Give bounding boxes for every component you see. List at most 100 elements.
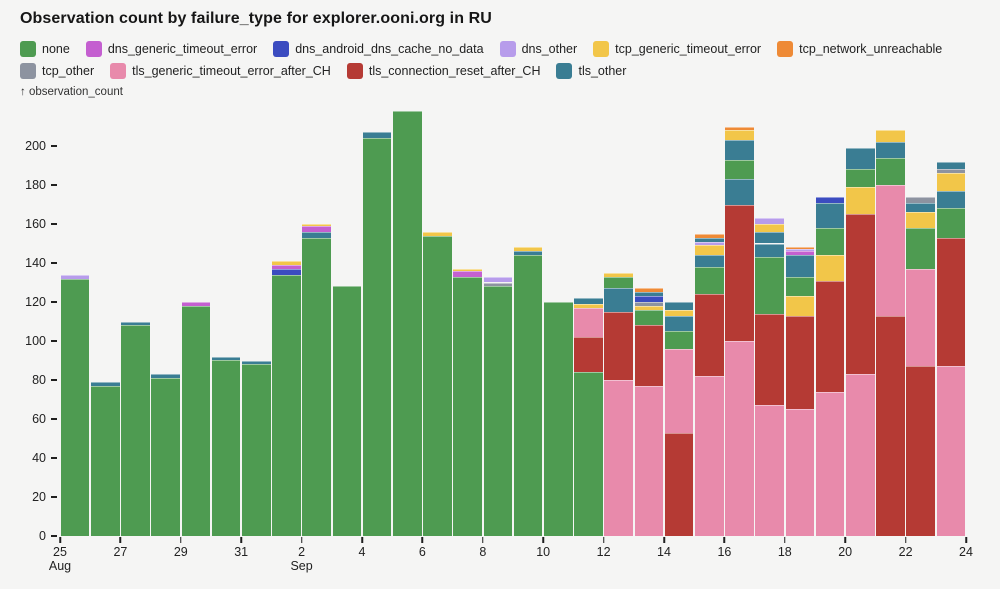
bar-segment-tls_other[interactable] [91,381,120,386]
bar-segment-tls_other[interactable] [513,251,543,256]
bar-segment-tls_other[interactable] [785,255,815,277]
bar-segment-tls_connection_reset_after_CH[interactable] [634,325,664,386]
bar-segment-tls_other[interactable] [634,292,664,297]
bar-segment-tls_generic_timeout_error_after_CH[interactable] [604,380,633,536]
bar-aug-25[interactable] [60,274,90,536]
bar-segment-none[interactable] [906,227,935,269]
bar-sep-4[interactable] [362,132,392,536]
bar-segment-dns_other[interactable] [60,274,90,279]
bar-segment-tls_generic_timeout_error_after_CH[interactable] [846,374,875,536]
bar-segment-tls_other[interactable] [695,237,724,242]
bar-segment-tls_other[interactable] [362,132,392,139]
bar-sep-13[interactable] [634,288,664,536]
bar-segment-tcp_generic_timeout_error[interactable] [695,245,724,256]
bar-segment-tls_other[interactable] [725,140,754,160]
bar-segment-tls_other[interactable] [755,243,784,258]
bar-segment-none[interactable] [846,169,875,187]
bar-segment-none[interactable] [302,237,331,536]
bar-sep-7[interactable] [453,268,482,536]
bar-segment-tls_connection_reset_after_CH[interactable] [695,294,724,377]
bar-segment-tls_other[interactable] [664,302,694,310]
bar-segment-none[interactable] [242,364,271,536]
bar-segment-tls_connection_reset_after_CH[interactable] [876,315,905,536]
bar-segment-dns_other[interactable] [483,276,513,283]
bar-segment-none[interactable] [151,378,180,536]
bar-segment-tls_connection_reset_after_CH[interactable] [755,313,784,406]
bar-segment-tcp_generic_timeout_error[interactable] [785,296,815,316]
bar-segment-none[interactable] [815,227,845,256]
bar-segment-none[interactable] [664,331,694,349]
bar-segment-none[interactable] [362,138,392,536]
bar-segment-tcp_network_unreachable[interactable] [634,288,664,293]
bar-segment-tcp_network_unreachable[interactable] [785,247,815,250]
bar-segment-none[interactable] [121,325,150,536]
bar-segment-dns_android_dns_cache_no_data[interactable] [272,268,301,275]
bar-segment-tcp_generic_timeout_error[interactable] [272,261,301,265]
bar-segment-tls_generic_timeout_error_after_CH[interactable] [755,405,784,536]
bar-segment-tcp_generic_timeout_error[interactable] [423,231,452,236]
bar-segment-none[interactable] [634,309,664,326]
bar-segment-tls_connection_reset_after_CH[interactable] [815,280,845,392]
bar-segment-tcp_generic_timeout_error[interactable] [453,268,482,271]
bar-segment-tls_generic_timeout_error_after_CH[interactable] [574,307,603,338]
bar-segment-tls_other[interactable] [121,321,150,326]
bar-segment-tls_other[interactable] [664,315,694,332]
bar-segment-tcp_other[interactable] [483,282,513,287]
bar-sep-18[interactable] [785,247,815,536]
bar-segment-tls_other[interactable] [846,147,875,170]
bar-segment-none[interactable] [272,274,301,536]
bar-segment-tls_connection_reset_after_CH[interactable] [574,337,603,373]
bar-segment-tcp_generic_timeout_error[interactable] [664,309,694,316]
bar-sep-21[interactable] [876,130,905,536]
bar-aug-29[interactable] [181,302,211,536]
bar-segment-dns_generic_timeout_error[interactable] [272,264,301,269]
bar-segment-none[interactable] [513,255,543,536]
bar-segment-tls_connection_reset_after_CH[interactable] [604,311,633,380]
bar-segment-none[interactable] [332,286,362,536]
bar-sep-10[interactable] [544,302,573,536]
bar-segment-none[interactable] [725,159,754,180]
bar-segment-none[interactable] [755,257,784,314]
bar-segment-dns_android_dns_cache_no_data[interactable] [634,296,664,302]
bar-segment-tls_other[interactable] [695,255,724,267]
bar-segment-tls_other[interactable] [906,202,935,213]
bar-segment-tls_generic_timeout_error_after_CH[interactable] [725,341,754,536]
bar-segment-tls_other[interactable] [211,356,241,361]
bar-segment-tcp_generic_timeout_error[interactable] [604,272,633,277]
bar-sep-8[interactable] [483,276,513,536]
bar-segment-none[interactable] [181,305,211,536]
bar-segment-tcp_generic_timeout_error[interactable] [634,305,664,310]
bar-segment-none[interactable] [211,360,241,536]
bar-sep-23[interactable] [936,161,966,536]
bar-segment-tls_other[interactable] [755,231,784,244]
bar-sep-14[interactable] [664,302,694,536]
bar-segment-dns_android_dns_cache_no_data[interactable] [815,196,845,203]
bar-segment-none[interactable] [423,235,452,536]
bar-segment-tcp_other[interactable] [906,196,935,203]
bar-sep-11[interactable] [574,298,603,536]
bar-segment-tls_generic_timeout_error_after_CH[interactable] [815,391,845,536]
bar-segment-tcp_network_unreachable[interactable] [725,126,754,131]
bar-segment-tls_connection_reset_after_CH[interactable] [785,315,815,410]
bar-segment-tls_other[interactable] [936,161,966,170]
bar-segment-dns_other[interactable] [695,241,724,246]
bar-segment-dns_generic_timeout_error[interactable] [302,225,331,232]
bar-segment-tcp_network_unreachable[interactable] [695,233,724,238]
bar-segment-tls_generic_timeout_error_after_CH[interactable] [695,376,724,536]
bar-segment-tls_generic_timeout_error_after_CH[interactable] [785,409,815,536]
bar-segment-none[interactable] [453,276,482,536]
bar-segment-tls_other[interactable] [876,142,905,158]
bar-sep-17[interactable] [755,218,784,536]
bar-segment-tcp_generic_timeout_error[interactable] [574,303,603,308]
bar-segment-tcp_generic_timeout_error[interactable] [846,186,875,215]
bar-aug-31[interactable] [242,360,271,536]
bar-segment-tcp_generic_timeout_error[interactable] [302,224,331,226]
bar-segment-tcp_generic_timeout_error[interactable] [725,130,754,141]
bar-segment-tls_other[interactable] [604,288,633,312]
bar-segment-tls_other[interactable] [725,179,754,205]
bar-segment-none[interactable] [876,157,905,185]
bar-segment-tls_connection_reset_after_CH[interactable] [906,366,935,536]
bar-segment-tcp_generic_timeout_error[interactable] [936,173,966,191]
bar-sep-5[interactable] [393,110,422,536]
bar-segment-tls_generic_timeout_error_after_CH[interactable] [906,268,935,367]
